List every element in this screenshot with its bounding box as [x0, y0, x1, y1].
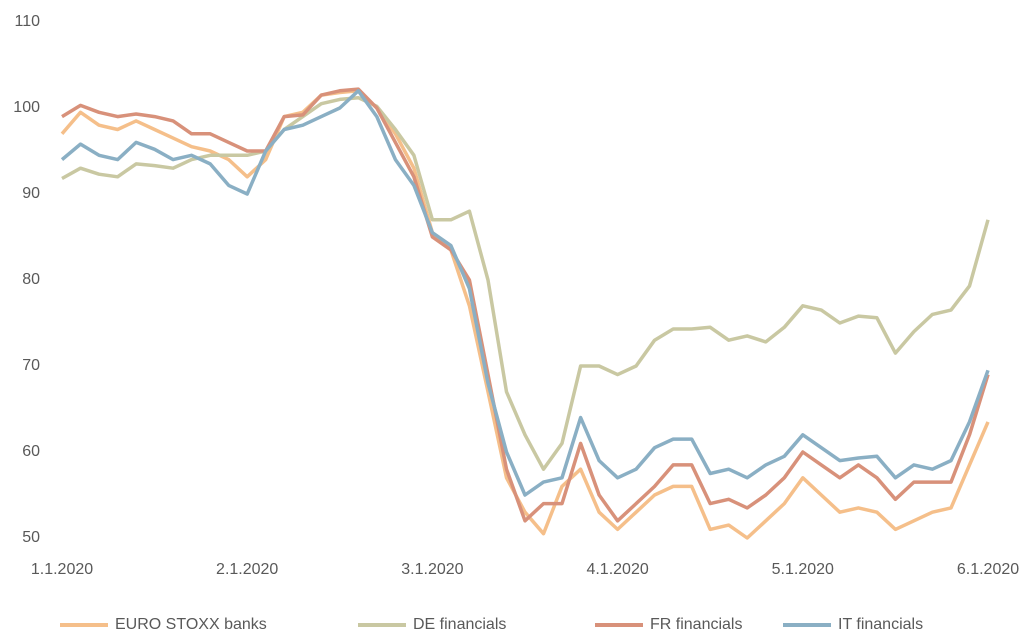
y-tick-label: 60: [22, 443, 40, 460]
x-tick-label: 4.1.2020: [586, 561, 648, 578]
legend-label: DE financials: [413, 616, 506, 633]
y-tick-label: 100: [13, 99, 40, 116]
y-tick-label: 50: [22, 529, 40, 546]
y-tick-label: 80: [22, 271, 40, 288]
legend-label: IT financials: [838, 616, 923, 633]
legend-label: EURO STOXX banks: [115, 616, 267, 633]
series-line: [61, 87, 990, 523]
y-tick-label: 110: [14, 13, 40, 30]
legend-label: FR financials: [650, 616, 742, 633]
y-tick-label: 90: [22, 185, 40, 202]
y-tick-label: 70: [22, 357, 40, 374]
x-tick-label: 3.1.2020: [401, 561, 463, 578]
x-tick-label: 5.1.2020: [772, 561, 834, 578]
x-tick-label: 1.1.2020: [31, 561, 93, 578]
x-tick-label: 2.1.2020: [216, 561, 278, 578]
x-tick-label: 6.1.2020: [957, 561, 1019, 578]
series-line: [60, 89, 990, 497]
series-line: [61, 95, 990, 471]
